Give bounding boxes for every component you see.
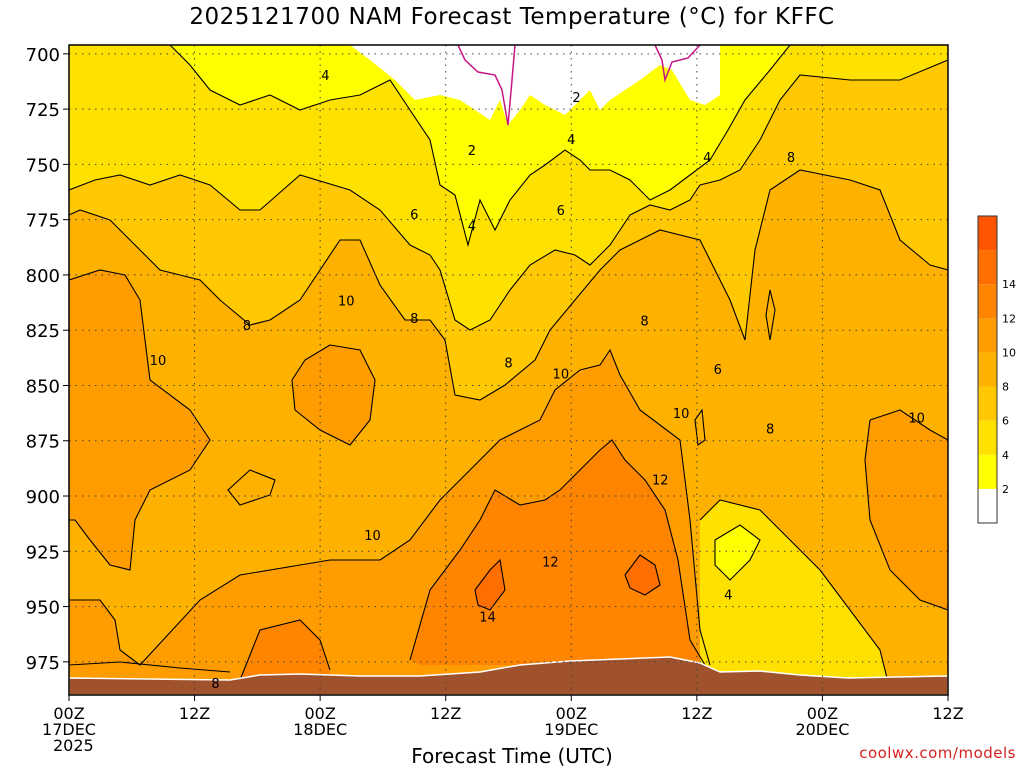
contour-label: 8 — [766, 423, 774, 438]
contour-label: 10 — [150, 354, 167, 369]
x-tick-label: 12Z — [179, 704, 210, 723]
x-tick-label: 12Z — [932, 704, 963, 723]
band-12-14 — [410, 440, 705, 665]
x-tick-label: 19DEC — [544, 720, 598, 739]
band-12-14-b — [240, 620, 330, 690]
colorbar-swatch — [978, 386, 997, 421]
contour-label: 6 — [410, 208, 418, 223]
plot-fill — [69, 45, 948, 695]
x-tick-label: 00Z — [807, 704, 838, 723]
y-tick-label: 925 — [26, 542, 60, 563]
credit-link[interactable]: coolwx.com/models — [859, 744, 1016, 762]
y-tick-label: 825 — [26, 321, 60, 342]
contour-label: 14 — [479, 611, 496, 626]
contour-label: 4 — [567, 133, 575, 148]
contour-label: 8 — [504, 356, 512, 371]
colorbar-swatch — [978, 216, 997, 251]
colorbar-swatch — [978, 420, 997, 455]
colorbar-label: 4 — [1002, 449, 1009, 462]
band-2-4-right — [715, 525, 760, 580]
colorbar-label: 6 — [1002, 415, 1009, 428]
colorbar-swatch — [978, 454, 997, 489]
plot-frame — [68, 44, 949, 696]
colorbar-frame — [977, 215, 998, 524]
contour-label: 6 — [714, 363, 722, 378]
x-tick-label: 00Z — [556, 704, 587, 723]
band-10-12-mid — [292, 345, 375, 445]
colorbar-label: 10 — [1002, 346, 1016, 359]
y-tick-label: 725 — [26, 100, 60, 121]
colorbar-label: 14 — [1002, 278, 1016, 291]
contour-label: 8 — [640, 314, 648, 329]
colorbar-swatch — [978, 284, 997, 319]
y-tick-label: 875 — [26, 432, 60, 453]
colorbar-label: 8 — [1002, 381, 1009, 394]
contour-label: 4 — [468, 219, 476, 234]
contour-label: 10 — [673, 407, 690, 422]
y-tick-label: 775 — [26, 211, 60, 232]
band-10-12-left — [69, 270, 210, 570]
x-tick-label: 18DEC — [293, 720, 347, 739]
contour-label: 8 — [211, 677, 219, 692]
contour-label: 12 — [652, 474, 669, 489]
terrain — [69, 656, 948, 695]
contour-label: 8 — [410, 312, 418, 327]
contour-label: 12 — [542, 555, 559, 570]
x-tick-label: 00Z — [304, 704, 335, 723]
contour-label: 10 — [553, 367, 570, 382]
contour-label: 8 — [787, 151, 795, 166]
x-tick-label: 12Z — [681, 704, 712, 723]
freezing-contour — [457, 45, 701, 126]
colorbar: 2 4 6 8 10 12 14 — [977, 215, 1016, 524]
y-tick-label: 700 — [26, 45, 60, 66]
contour-label: 2 — [572, 91, 580, 106]
x-tick-label: 17DEC — [42, 720, 96, 739]
contour-label: 4 — [321, 69, 329, 84]
y-tick-label: 900 — [26, 487, 60, 508]
colorbar-label: 12 — [1002, 312, 1016, 325]
contour-label: 2 — [468, 144, 476, 159]
band-14-16-a — [475, 560, 505, 610]
band-14-16-b — [625, 555, 660, 595]
contour-label: 4 — [724, 589, 732, 604]
x-axis-title: Forecast Time (UTC) — [411, 744, 613, 768]
y-tick-label: 750 — [26, 155, 60, 176]
colorbar-swatch — [978, 352, 997, 387]
contour-label: 10 — [338, 294, 355, 309]
colorbar-swatch — [978, 250, 997, 285]
colorbar-label: 2 — [1002, 483, 1009, 496]
chart-title: 2025121700 NAM Forecast Temperature (°C)… — [189, 4, 835, 30]
y-tick-label: 975 — [26, 653, 60, 674]
y-tick-label: 850 — [26, 376, 60, 397]
y-tick-label: 800 — [26, 266, 60, 287]
band-2-4 — [170, 45, 790, 245]
x-tick-label: 00Z — [53, 704, 84, 723]
band-10-12-right — [865, 410, 948, 610]
contour-label: 10 — [364, 529, 381, 544]
x-tick-label: 12Z — [430, 704, 461, 723]
band-0-2 — [350, 45, 720, 125]
contour-label: 6 — [557, 204, 565, 219]
colorbar-swatch — [978, 488, 997, 523]
x-tick-label: 20DEC — [795, 720, 849, 739]
contour-label: 4 — [703, 151, 711, 166]
x-tick-label: 2025 — [53, 736, 94, 755]
contour-label: 8 — [243, 319, 251, 334]
contour-label: 10 — [908, 412, 925, 427]
contour-labels: 4 2 4 2 4 4 6 6 8 8 8 8 8 8 6 10 10 10 10 10 10 12 12 14 4 8 — [150, 69, 925, 692]
y-tick-label: 950 — [26, 598, 60, 619]
colorbar-swatch — [978, 318, 997, 353]
y-axis: 700 725 750 775 800 825 850 875 900 925 950 975 — [26, 45, 69, 674]
